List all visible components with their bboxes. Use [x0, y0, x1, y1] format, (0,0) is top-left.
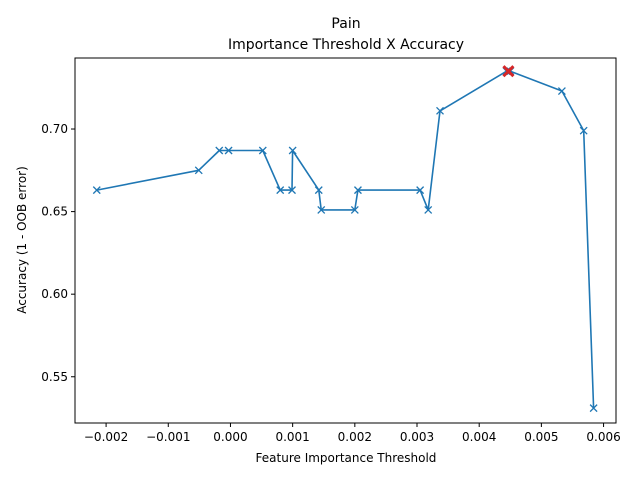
x-tick-label: 0.005	[524, 430, 558, 444]
chart-title: Pain	[331, 16, 360, 32]
x-tick-label: 0.002	[338, 430, 372, 444]
data-point	[224, 146, 233, 155]
x-axis: −0.002 −0.001 0.000 0.001 0.002 0.003 0.004 0.0…	[84, 423, 621, 444]
x-tick-label: 0.000	[213, 430, 247, 444]
x-tick-label: 0.004	[462, 430, 496, 444]
x-tick-label: −0.002	[84, 430, 128, 444]
y-tick-label: 0.55	[41, 370, 68, 384]
data-point	[416, 186, 425, 195]
y-axis: 0.55 0.60 0.65 0.70	[41, 122, 75, 384]
data-point	[276, 186, 285, 195]
data-point	[194, 166, 203, 175]
data-point	[436, 106, 444, 115]
x-tick-label: −0.001	[146, 430, 190, 444]
data-point	[350, 205, 359, 214]
x-tick-label: 0.003	[400, 430, 434, 444]
x-axis-label: Feature Importance Threshold	[256, 451, 437, 465]
data-point	[424, 205, 433, 214]
axes-frame	[74, 57, 617, 424]
data-point	[579, 126, 588, 135]
data-point	[353, 186, 362, 195]
data-point	[317, 205, 326, 214]
y-tick-label: 0.60	[41, 287, 68, 301]
data-point	[215, 146, 224, 155]
y-axis-label: Accuracy (1 - OOB error)	[15, 166, 29, 314]
x-tick-label: 0.001	[275, 430, 309, 444]
chart-subtitle: Importance Threshold X Accuracy	[228, 37, 464, 53]
y-tick-label: 0.65	[41, 205, 68, 219]
data-point	[589, 404, 598, 413]
series-line	[96, 70, 595, 409]
data-point	[314, 186, 323, 195]
x-tick-label: 0.006	[586, 430, 620, 444]
best-point-marker	[502, 65, 515, 78]
y-tick-label: 0.70	[41, 122, 68, 136]
plot-area	[92, 65, 598, 413]
data-point	[258, 146, 267, 155]
data-point	[288, 146, 297, 155]
data-point	[92, 186, 101, 195]
data-point	[557, 87, 566, 95]
data-point	[288, 186, 296, 195]
